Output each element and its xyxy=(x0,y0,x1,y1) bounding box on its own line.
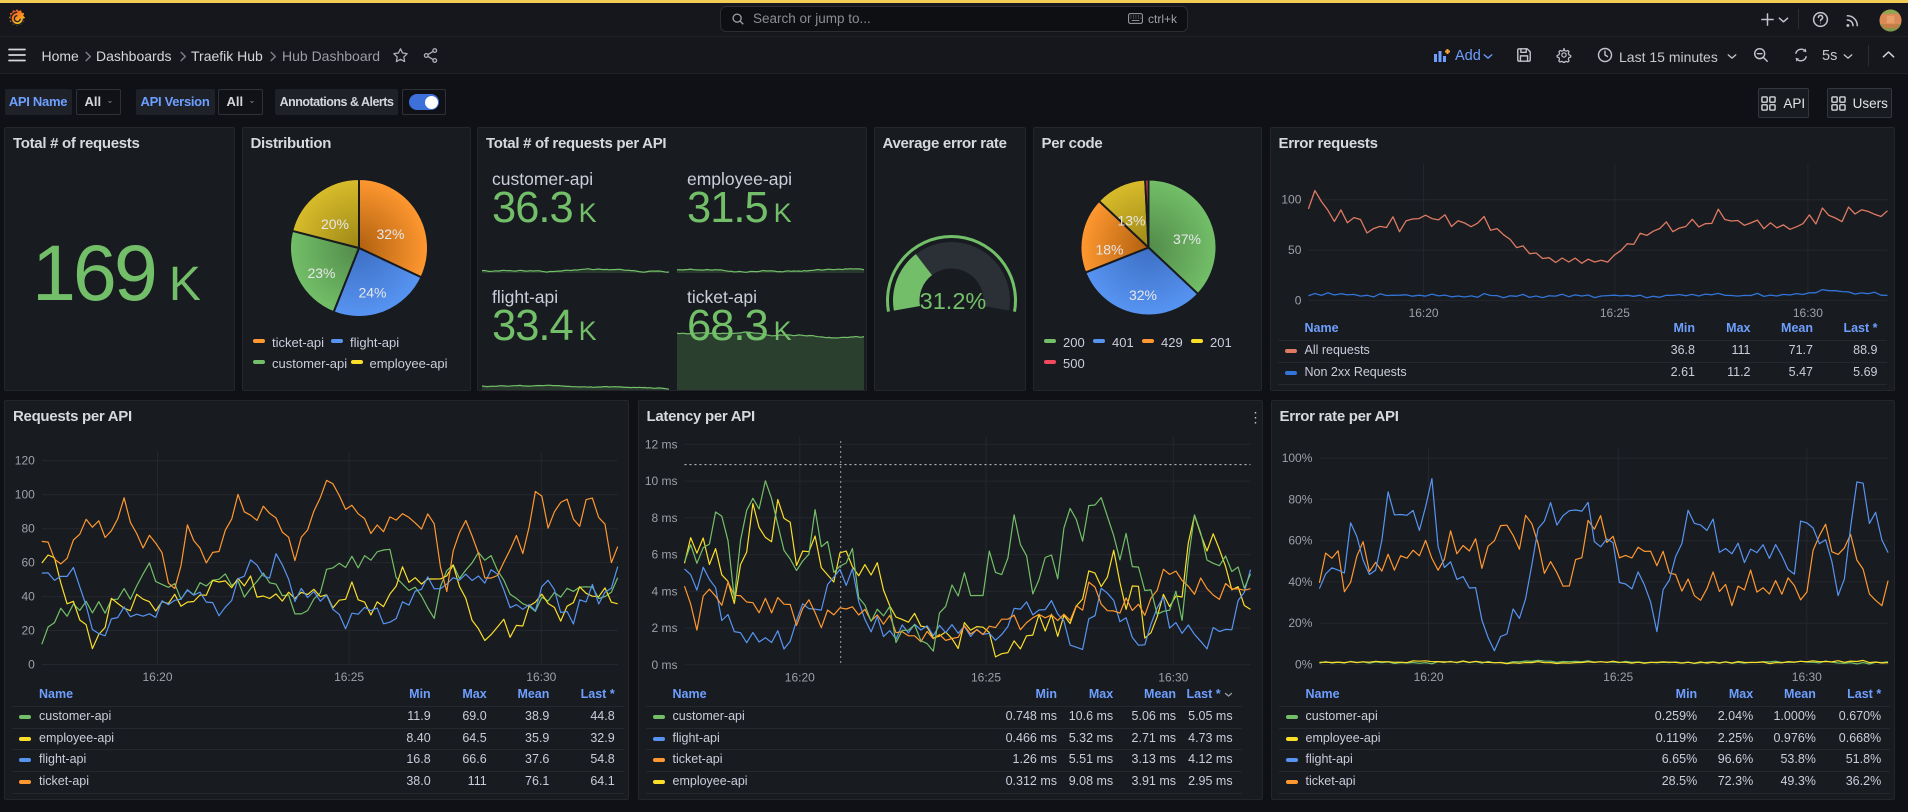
svg-text:0: 0 xyxy=(1294,293,1301,307)
svg-text:32%: 32% xyxy=(1128,287,1156,303)
svg-text:16:25: 16:25 xyxy=(1599,306,1629,320)
svg-text:20: 20 xyxy=(21,623,35,637)
svg-text:80%: 80% xyxy=(1288,492,1312,506)
svg-text:60: 60 xyxy=(21,555,35,569)
svg-text:16:20: 16:20 xyxy=(1408,306,1438,320)
svg-text:8 ms: 8 ms xyxy=(651,510,677,524)
svg-text:16:20: 16:20 xyxy=(142,670,172,684)
svg-text:16:20: 16:20 xyxy=(784,670,814,684)
svg-text:16:25: 16:25 xyxy=(970,670,1000,684)
svg-text:31.2%: 31.2% xyxy=(919,288,986,314)
svg-text:16:30: 16:30 xyxy=(1792,306,1822,320)
svg-text:4 ms: 4 ms xyxy=(651,584,677,598)
svg-text:23%: 23% xyxy=(307,265,335,281)
svg-text:0%: 0% xyxy=(1295,657,1313,671)
svg-text:80: 80 xyxy=(21,521,35,535)
svg-text:16:25: 16:25 xyxy=(334,670,364,684)
svg-text:40: 40 xyxy=(21,589,35,603)
svg-text:100: 100 xyxy=(1281,193,1301,207)
svg-text:120: 120 xyxy=(15,453,35,467)
svg-text:6 ms: 6 ms xyxy=(651,547,677,561)
svg-text:10 ms: 10 ms xyxy=(644,474,677,488)
svg-text:100%: 100% xyxy=(1281,451,1312,465)
svg-text:2 ms: 2 ms xyxy=(651,621,677,635)
svg-text:16:25: 16:25 xyxy=(1603,670,1633,684)
svg-text:16:30: 16:30 xyxy=(1791,670,1821,684)
svg-text:0: 0 xyxy=(28,657,35,671)
svg-text:50: 50 xyxy=(1288,243,1302,257)
svg-text:16:30: 16:30 xyxy=(526,670,556,684)
svg-text:0 ms: 0 ms xyxy=(651,657,677,671)
svg-text:100: 100 xyxy=(15,487,35,501)
svg-text:13%: 13% xyxy=(1117,213,1145,229)
svg-text:32%: 32% xyxy=(376,226,404,242)
svg-text:16:30: 16:30 xyxy=(1158,670,1188,684)
svg-text:18%: 18% xyxy=(1095,242,1123,258)
svg-text:16:20: 16:20 xyxy=(1413,670,1443,684)
svg-text:60%: 60% xyxy=(1288,533,1312,547)
svg-text:40%: 40% xyxy=(1288,574,1312,588)
svg-text:20%: 20% xyxy=(1288,616,1312,630)
svg-text:20%: 20% xyxy=(320,216,348,232)
svg-text:24%: 24% xyxy=(358,285,386,301)
svg-text:37%: 37% xyxy=(1172,231,1200,247)
svg-text:12 ms: 12 ms xyxy=(644,437,677,451)
